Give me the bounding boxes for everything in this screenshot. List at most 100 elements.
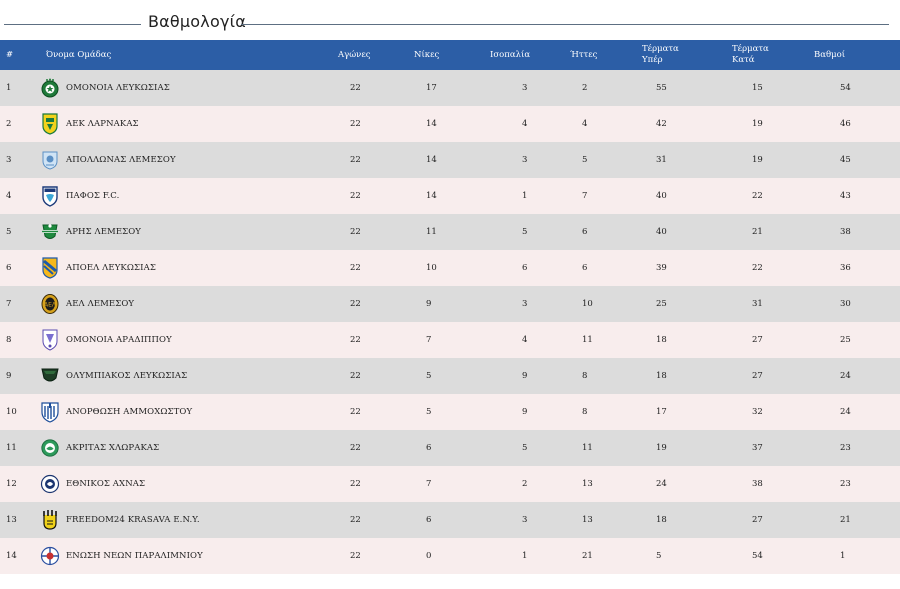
team-name[interactable]: ΑΝΟΡΘΩΣΗ ΑΜΜΟΧΩΣΤΟΥ — [66, 407, 193, 417]
table-row[interactable]: 5 ΑΡΗΣ ΛΕΜΕΣΟΥ 22 11 5 6 40 21 38 — [0, 214, 900, 250]
aek-crest-icon — [40, 113, 60, 135]
games-played: 22 — [350, 407, 361, 417]
team-name[interactable]: ΑΕΛ ΛΕΜΕΣΟΥ — [66, 299, 135, 309]
standings-title-bar: Βαθμολογία — [0, 0, 900, 36]
goals-against: 38 — [752, 479, 763, 489]
team-name[interactable]: ΑΠΟΛΛΩΝΑΣ ΛΕΜΕΣΟΥ — [66, 155, 176, 165]
wins: 14 — [426, 191, 437, 201]
header-draws[interactable]: Ισοπαλία — [490, 49, 531, 60]
header-goals-against[interactable]: Τέρματα Κατά — [732, 40, 814, 70]
points: 54 — [840, 83, 851, 93]
header-goals-for[interactable]: Τέρματα Υπέρ — [642, 40, 732, 70]
team-cell[interactable]: ΑΠΟΛΛΩΝΑΣ ΛΕΜΕΣΟΥ — [40, 142, 338, 178]
team-position: 4 — [6, 191, 12, 201]
draws: 3 — [522, 515, 528, 525]
goals-against: 21 — [752, 227, 763, 237]
krasava-crest-icon-graphic — [43, 510, 57, 530]
losses: 11 — [582, 443, 593, 453]
header-team-name[interactable]: Όνομα Ομάδας — [46, 49, 112, 60]
team-cell[interactable]: ΑΚΡΙΤΑΣ ΧΛΩΡΑΚΑΣ — [40, 430, 338, 466]
team-name[interactable]: ΕΝΩΣΗ ΝΕΩΝ ΠΑΡΑΛΙΜΝΙΟΥ — [66, 551, 203, 561]
wins: 6 — [426, 443, 432, 453]
team-name[interactable]: ΑΕΚ ΛΑΡΝΑΚΑΣ — [66, 119, 139, 129]
team-position: 6 — [6, 263, 12, 273]
table-row[interactable]: 4 ΠΑΦΟΣ F.C. 22 14 1 7 40 22 43 — [0, 178, 900, 214]
team-cell[interactable]: ΑΕΛ ΑΕΛ ΛΕΜΕΣΟΥ — [40, 286, 338, 322]
team-cell[interactable]: ΑΕΚ ΛΑΡΝΑΚΑΣ — [40, 106, 338, 142]
team-position: 8 — [6, 335, 12, 345]
team-cell[interactable]: ΠΑΦΟΣ F.C. — [40, 178, 338, 214]
team-cell[interactable]: FREEDOM24 KRASAVA E.N.Y. — [40, 502, 338, 538]
team-cell[interactable]: ΑΡΗΣ ΛΕΜΕΣΟΥ — [40, 214, 338, 250]
team-name[interactable]: FREEDOM24 KRASAVA E.N.Y. — [66, 515, 200, 525]
points: 36 — [840, 263, 851, 273]
table-row[interactable]: 14 ΕΝΩΣΗ ΝΕΩΝ ΠΑΡΑΛΙΜΝΙΟΥ 22 0 1 21 5 54… — [0, 538, 900, 574]
table-row[interactable]: 12 ΕΘΝΙΚΟΣ ΑΧΝΑΣ 22 7 2 13 24 38 23 — [0, 466, 900, 502]
draws: 3 — [522, 83, 528, 93]
losses: 10 — [582, 299, 593, 309]
team-position: 5 — [6, 227, 12, 237]
team-name[interactable]: ΟΜΟΝΟΙΑ ΑΡΑΔΙΠΠΟΥ — [66, 335, 172, 345]
team-name[interactable]: ΠΑΦΟΣ F.C. — [66, 191, 120, 201]
goals-against: 19 — [752, 119, 763, 129]
goals-against: 27 — [752, 515, 763, 525]
points: 46 — [840, 119, 851, 129]
header-played[interactable]: Αγώνες — [338, 49, 371, 60]
anorthosis-crest-icon — [40, 401, 60, 423]
team-cell[interactable]: ΑΠΟΕΛ ΛΕΥΚΩΣΙΑΣ — [40, 250, 338, 286]
losses: 21 — [582, 551, 593, 561]
team-cell[interactable]: ΕΝΩΣΗ ΝΕΩΝ ΠΑΡΑΛΙΜΝΙΟΥ — [40, 538, 338, 574]
header-losses[interactable]: Ήττες — [570, 49, 598, 60]
table-row[interactable]: 3 ΑΠΟΛΛΩΝΑΣ ΛΕΜΕΣΟΥ 22 14 3 5 31 19 45 — [0, 142, 900, 178]
table-row[interactable]: 13 FREEDOM24 KRASAVA E.N.Y. 22 6 3 13 18… — [0, 502, 900, 538]
games-played: 22 — [350, 515, 361, 525]
team-cell[interactable]: ΕΘΝΙΚΟΣ ΑΧΝΑΣ — [40, 466, 338, 502]
team-cell[interactable]: ΟΛΥΜΠΙΑΚΟΣ ΛΕΥΚΩΣΙΑΣ — [40, 358, 338, 394]
team-cell[interactable]: ΟΜΟΝΟΙΑ ΑΡΑΔΙΠΠΟΥ — [40, 322, 338, 358]
draws: 6 — [522, 263, 528, 273]
table-row[interactable]: 9 ΟΛΥΜΠΙΑΚΟΣ ΛΕΥΚΩΣΙΑΣ 22 5 9 8 18 27 24 — [0, 358, 900, 394]
table-row[interactable]: 2 ΑΕΚ ΛΑΡΝΑΚΑΣ 22 14 4 4 42 19 46 — [0, 106, 900, 142]
games-played: 22 — [350, 263, 361, 273]
wins: 0 — [426, 551, 432, 561]
table-row[interactable]: 6 ΑΠΟΕΛ ΛΕΥΚΩΣΙΑΣ 22 10 6 6 39 22 36 — [0, 250, 900, 286]
team-cell[interactable]: ΑΝΟΡΘΩΣΗ ΑΜΜΟΧΩΣΤΟΥ — [40, 394, 338, 430]
team-name[interactable]: ΑΡΗΣ ΛΕΜΕΣΟΥ — [66, 227, 142, 237]
goals-against: 15 — [752, 83, 763, 93]
losses: 6 — [582, 263, 588, 273]
team-name[interactable]: ΑΚΡΙΤΑΣ ΧΛΩΡΑΚΑΣ — [66, 443, 160, 453]
wins: 5 — [426, 407, 432, 417]
points: 24 — [840, 407, 851, 417]
team-cell[interactable]: ΟΜΟΝΟΙΑ ΛΕΥΚΩΣΙΑΣ — [40, 70, 338, 106]
header-goals-for-label: Τέρματα Υπέρ — [642, 44, 679, 65]
header-position[interactable]: # — [6, 49, 14, 60]
table-row[interactable]: 7 ΑΕΛ ΑΕΛ ΛΕΜΕΣΟΥ 22 9 3 10 25 31 30 — [0, 286, 900, 322]
header-wins[interactable]: Νίκες — [414, 49, 440, 60]
team-name[interactable]: ΑΠΟΕΛ ΛΕΥΚΩΣΙΑΣ — [66, 263, 156, 273]
table-row[interactable]: 10 ΑΝΟΡΘΩΣΗ ΑΜΜΟΧΩΣΤΟΥ 22 5 9 8 17 32 24 — [0, 394, 900, 430]
olympiakos-crest-icon-graphic — [41, 368, 59, 382]
wins: 17 — [426, 83, 437, 93]
losses: 6 — [582, 227, 588, 237]
team-name[interactable]: ΟΜΟΝΟΙΑ ΛΕΥΚΩΣΙΑΣ — [66, 83, 170, 93]
standings-header-row: # Όνομα Ομάδας Αγώνες Νίκες Ισοπαλία Ήττ… — [0, 40, 900, 70]
wins: 7 — [426, 335, 432, 345]
team-name[interactable]: ΕΘΝΙΚΟΣ ΑΧΝΑΣ — [66, 479, 146, 489]
points: 38 — [840, 227, 851, 237]
goals-against: 22 — [752, 191, 763, 201]
table-row[interactable]: 8 ΟΜΟΝΟΙΑ ΑΡΑΔΙΠΠΟΥ 22 7 4 11 18 27 25 — [0, 322, 900, 358]
team-name[interactable]: ΟΛΥΜΠΙΑΚΟΣ ΛΕΥΚΩΣΙΑΣ — [66, 371, 188, 381]
points: 1 — [840, 551, 846, 561]
header-points[interactable]: Βαθμοί — [814, 49, 846, 60]
points: 23 — [840, 443, 851, 453]
pafos-crest-icon — [40, 185, 60, 207]
draws: 9 — [522, 407, 528, 417]
games-played: 22 — [350, 155, 361, 165]
team-position: 1 — [6, 83, 12, 93]
games-played: 22 — [350, 191, 361, 201]
table-row[interactable]: 11 ΑΚΡΙΤΑΣ ΧΛΩΡΑΚΑΣ 22 6 5 11 19 37 23 — [0, 430, 900, 466]
table-row[interactable]: 1 ΟΜΟΝΟΙΑ ΛΕΥΚΩΣΙΑΣ 22 17 3 2 55 15 54 — [0, 70, 900, 106]
team-position: 2 — [6, 119, 12, 129]
draws: 2 — [522, 479, 528, 489]
goals-for: 31 — [656, 155, 667, 165]
